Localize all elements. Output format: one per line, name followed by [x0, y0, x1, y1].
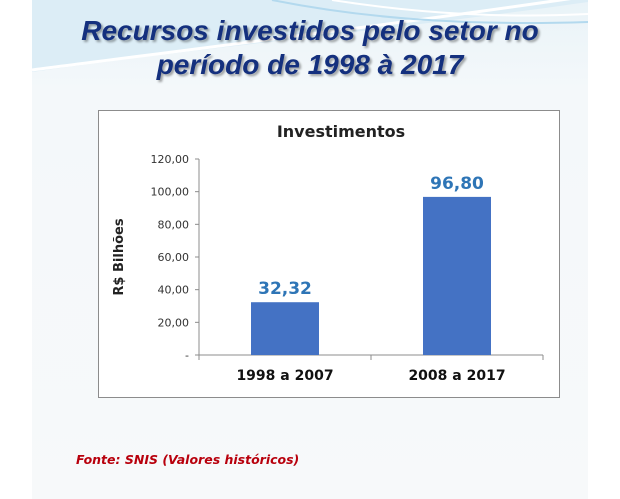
bar-chart: Investimentos R$ Bilhões - 20,00 40,00 60,00 8…	[112, 122, 544, 384]
source-note: Fonte: SNIS (Valores históricos)	[76, 452, 300, 467]
chart-title: Investimentos	[277, 122, 405, 141]
y-axis-label: R$ Bilhões	[112, 218, 127, 295]
y-tick-label: 60,00	[158, 251, 190, 264]
slide-title: Recursos investidos pelo setor no períod…	[32, 14, 588, 82]
y-tick-label: 120,00	[151, 153, 190, 166]
slide-title-line-2: período de 1998 à 2017	[156, 49, 464, 80]
y-tick-label: 100,00	[151, 186, 190, 199]
bar-data-label: 96,80	[430, 174, 484, 194]
x-tick-label: 2008 a 2017	[408, 368, 505, 384]
slide: Recursos investidos pelo setor no períod…	[32, 0, 588, 499]
x-tick-label: 1998 a 2007	[236, 368, 333, 384]
y-tick-label: -	[185, 349, 189, 362]
slide-title-line-1: Recursos investidos pelo setor no	[81, 15, 539, 46]
y-tick-label: 80,00	[158, 218, 190, 231]
bar-data-label: 32,32	[258, 279, 312, 299]
chart-container: Investimentos R$ Bilhões - 20,00 40,00 60,00 8…	[98, 110, 560, 398]
header-swoosh-decoration	[32, 0, 588, 72]
y-tick-label: 20,00	[158, 316, 190, 329]
bar	[251, 302, 319, 355]
bar	[423, 196, 491, 355]
y-tick-label: 40,00	[158, 284, 190, 297]
